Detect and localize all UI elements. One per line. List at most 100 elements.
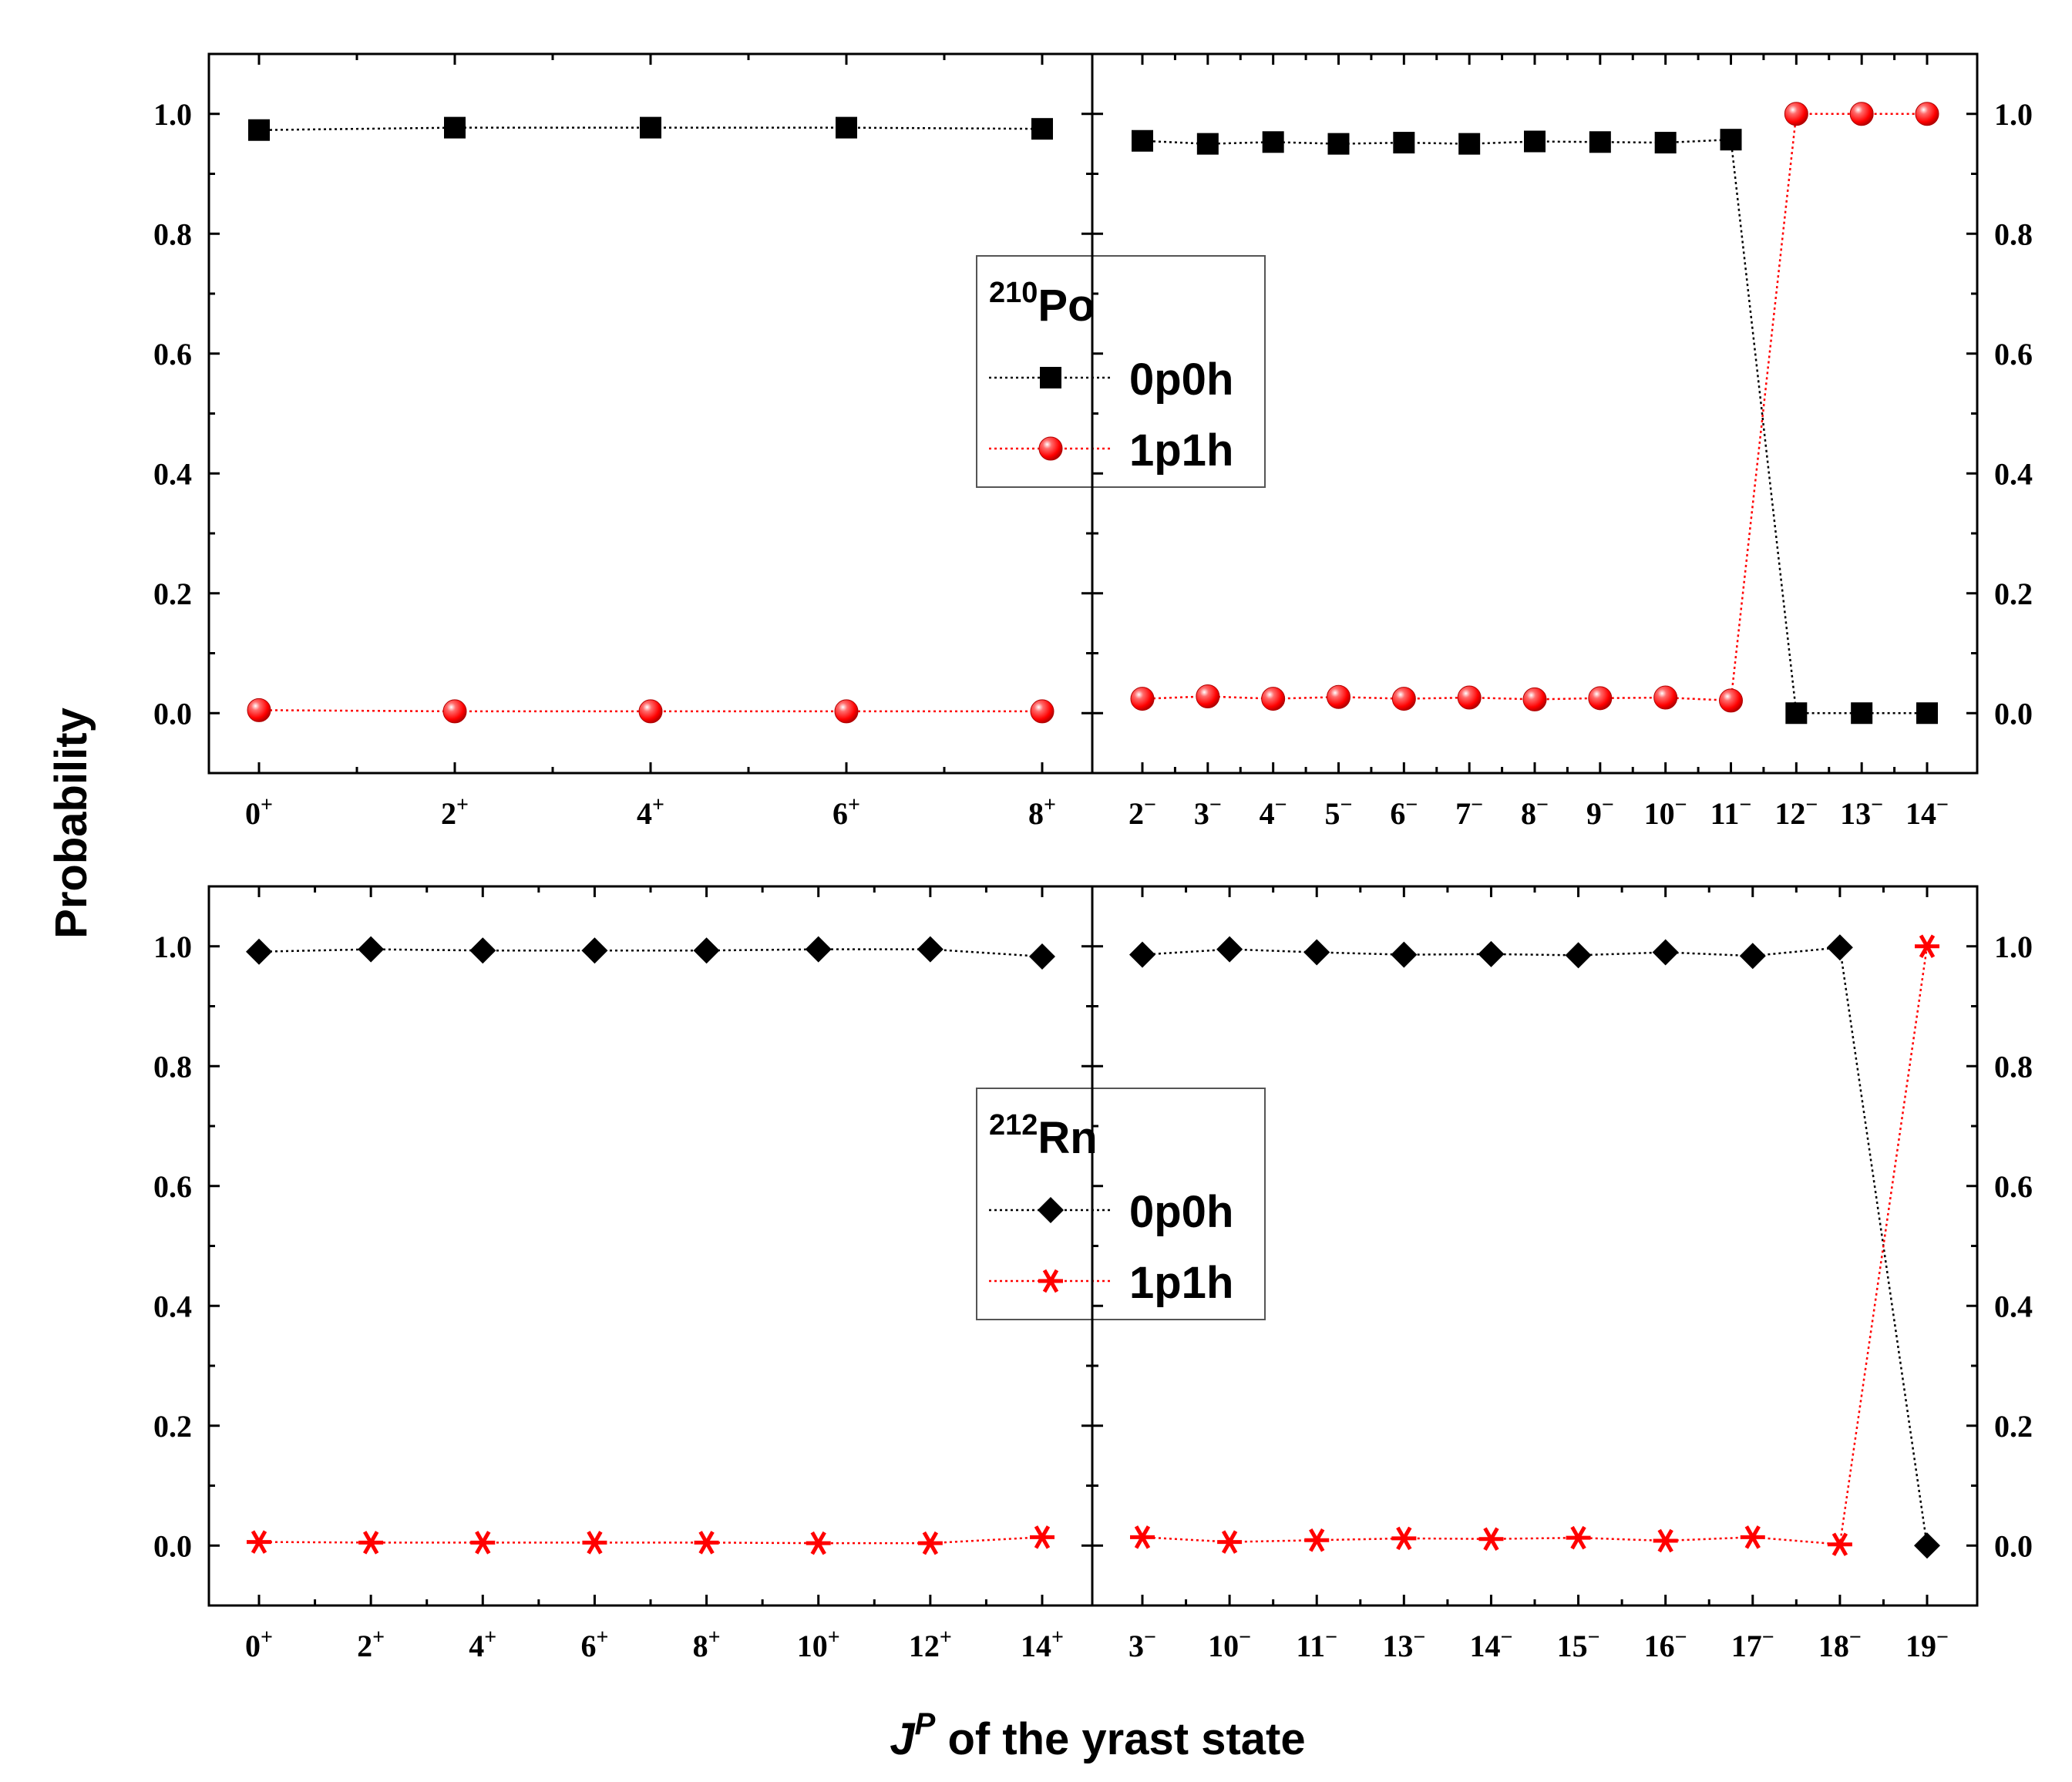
data-point-1p1h	[1478, 1527, 1504, 1551]
data-point-1p1h-stroke	[922, 1531, 939, 1555]
legend-label-0p0h: 0p0h	[1129, 355, 1233, 405]
x-tick-label: 0+	[245, 793, 273, 831]
tick-label-number: 16	[1644, 1629, 1675, 1663]
data-point-1p1h-stroke	[475, 1531, 491, 1555]
tick-label-number: 2	[357, 1629, 372, 1663]
tick-label-number: 19	[1906, 1629, 1936, 1663]
x-tick-label: 14−	[1469, 1626, 1512, 1663]
tick-label-parity: +	[828, 1626, 840, 1649]
data-point-0p0h	[581, 937, 608, 964]
x-tick-label: 9−	[1586, 793, 1614, 831]
tick-label-number: 10	[797, 1629, 828, 1663]
legend-label-1p1h: 1p1h	[1129, 425, 1233, 476]
x-tick-label: 12+	[909, 1626, 952, 1663]
data-point-1p1h	[638, 699, 663, 724]
tick-label-number: 6	[580, 1629, 596, 1663]
y-tick-label-left: 0.4	[153, 456, 192, 491]
tick-label-parity: +	[848, 793, 860, 817]
legend-title-symbol: Po	[1038, 281, 1095, 331]
series-line-0p0h	[258, 126, 1043, 131]
tick-label-parity: −	[1405, 793, 1418, 817]
data-point-0p0h	[640, 116, 661, 139]
data-point-1p1h-stroke	[1034, 1525, 1051, 1549]
tick-label-parity: +	[596, 1626, 608, 1649]
data-point-1p1h	[1827, 1532, 1852, 1556]
data-point-1p1h-stroke	[1657, 1528, 1673, 1553]
y-tick-label-right: 0.8	[1994, 1049, 2033, 1084]
panel-top-right: 0.00.20.40.60.81.02− 3− 4− 5− 6− 7− 8− 9− 10− 11−…	[1091, 52, 2033, 831]
y-tick-label-right: 0.8	[1994, 217, 2033, 251]
data-point-0p0h	[1739, 943, 1766, 970]
x-tick-label: 13−	[1382, 1626, 1425, 1663]
y-tick-label-right: 0.4	[1994, 456, 2033, 491]
series-line-1p1h	[258, 1536, 1043, 1545]
tick-label-number: 18	[1818, 1629, 1849, 1663]
x-tick-label: 3−	[1194, 793, 1222, 831]
data-point-1p1h	[1196, 684, 1220, 708]
tick-label-number: 8	[1028, 796, 1044, 831]
legend-title: 212Rn	[989, 1109, 1098, 1163]
y-tick-label-right: 0.0	[1994, 696, 2033, 731]
y-tick-label-right: 1.0	[1994, 97, 2033, 132]
x-axis-title-j: J	[890, 1714, 916, 1764]
data-point-0p0h	[1196, 133, 1219, 155]
y-tick-label-right: 0.4	[1994, 1289, 2033, 1323]
y-tick-label-left: 0.2	[153, 577, 192, 611]
legend-title-symbol: Rn	[1038, 1113, 1097, 1163]
data-point-1p1h-stroke	[1483, 1527, 1499, 1551]
data-point-0p0h	[1524, 130, 1546, 153]
y-tick-label-right: 0.6	[1994, 1169, 2033, 1204]
data-point-1p1h	[1849, 102, 1874, 126]
y-tick-label-left: 0.8	[153, 1049, 192, 1084]
y-tick-label-right: 0.2	[1994, 577, 2033, 611]
data-point-0p0h	[917, 936, 944, 963]
tick-label-number: 5	[1325, 796, 1340, 831]
data-point-1p1h	[1130, 687, 1155, 711]
data-point-1p1h	[442, 699, 467, 724]
legend-marker-0p0h	[1038, 1197, 1064, 1223]
data-point-0p0h	[1029, 943, 1055, 970]
tick-label-number: 12	[909, 1629, 940, 1663]
tick-label-parity: −	[1239, 1626, 1251, 1649]
data-point-1p1h	[1653, 685, 1678, 710]
legend-box	[976, 255, 1266, 488]
data-point-1p1h	[1915, 102, 1939, 126]
tick-label-parity: −	[1325, 1626, 1337, 1649]
data-point-1p1h	[1653, 1528, 1678, 1553]
data-point-1p1h	[1327, 684, 1350, 709]
data-point-0p0h	[1478, 940, 1505, 967]
data-point-0p0h	[693, 937, 720, 964]
legend-marker-0p0h	[1040, 367, 1061, 388]
data-point-1p1h	[1566, 1525, 1591, 1550]
tick-label-number: 6	[1390, 796, 1405, 831]
tick-label-number: 3	[1194, 796, 1209, 831]
data-point-1p1h	[1304, 1528, 1330, 1552]
x-tick-label: 3−	[1128, 1626, 1156, 1663]
data-point-0p0h	[1129, 941, 1155, 968]
data-point-1p1h	[1130, 1525, 1155, 1549]
tick-label-number: 12	[1774, 796, 1805, 831]
y-tick-label-left: 0.8	[153, 217, 192, 251]
tick-label-number: 0	[245, 796, 261, 831]
legend-label-0p0h: 0p0h	[1129, 1187, 1233, 1237]
legend-title: 210Po	[989, 277, 1095, 331]
data-point-1p1h	[247, 698, 271, 722]
legend-title-mass: 210	[989, 277, 1038, 309]
data-point-1p1h-stroke	[251, 1530, 267, 1554]
x-tick-label: 11−	[1710, 793, 1752, 831]
tick-label-parity: −	[1340, 793, 1353, 817]
x-tick-label: 2+	[357, 1626, 385, 1663]
tick-label-parity: −	[1275, 793, 1287, 817]
tick-label-number: 14	[1906, 796, 1936, 831]
series-line-0p0h	[1142, 946, 1929, 1546]
tick-label-number: 4	[1260, 796, 1275, 831]
x-tick-label: 4−	[1260, 793, 1287, 831]
x-tick-label: 4+	[469, 1626, 496, 1663]
tick-label-parity: +	[940, 1626, 952, 1649]
panel-bottom-right: 0.00.20.40.60.81.03− 10− 11− 13− 14− 15− 16− 17…	[1091, 885, 2033, 1663]
x-tick-label: 16−	[1644, 1626, 1687, 1663]
x-tick-label: 6+	[832, 793, 860, 831]
y-tick-label-right: 1.0	[1994, 930, 2033, 964]
tick-label-parity: +	[1051, 1626, 1064, 1649]
